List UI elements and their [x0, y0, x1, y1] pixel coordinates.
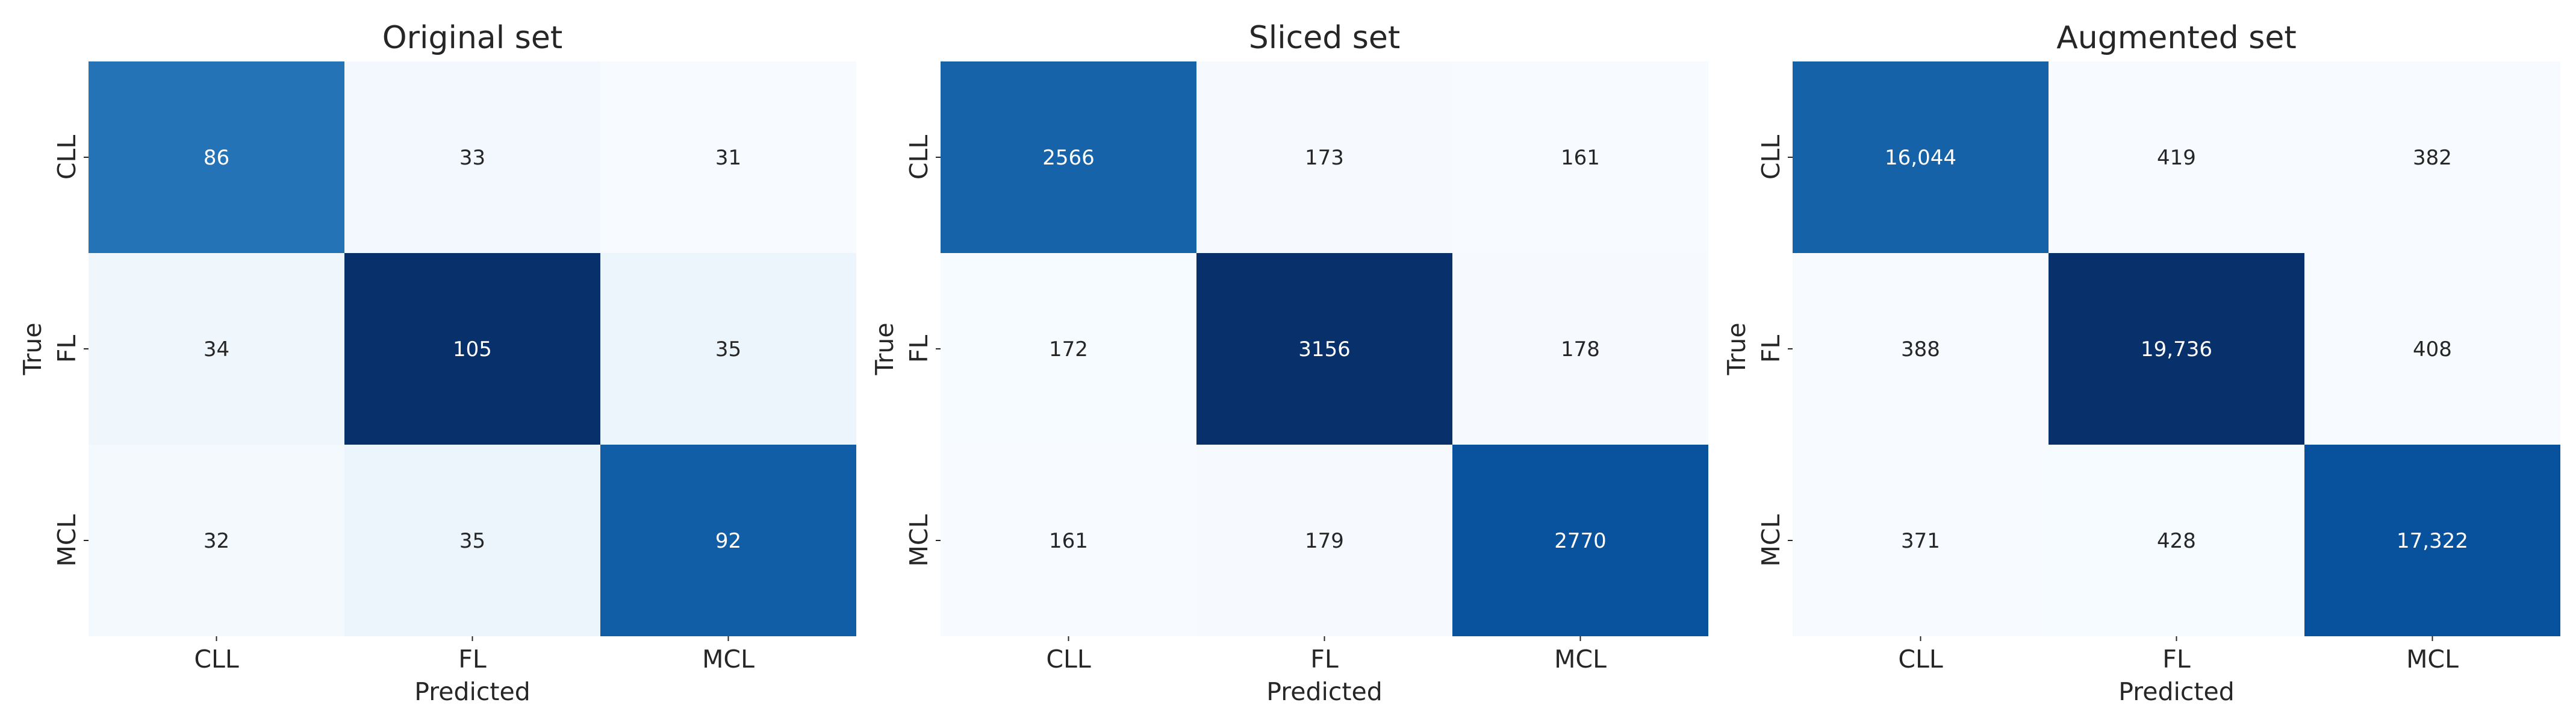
cell-value-label: 2770: [1554, 529, 1607, 553]
x-axis-label: Predicted: [414, 677, 530, 706]
y-tick-label: FL: [52, 335, 81, 363]
heatmap-cell: [2304, 445, 2560, 636]
cell-value-label: 419: [2157, 146, 2196, 170]
y-tick-label: MCL: [1756, 514, 1785, 566]
heatmap-cell: [1452, 253, 1708, 445]
cell-value-label: 31: [715, 146, 741, 170]
y-tick-label: CLL: [904, 135, 933, 180]
cell-value-label: 35: [715, 337, 741, 362]
y-tick-label: MCL: [52, 514, 81, 566]
cell-value-label: 408: [2413, 337, 2452, 362]
x-tick-label: MCL: [1554, 645, 1607, 674]
y-tick-label: FL: [1756, 335, 1785, 363]
x-tick-label: FL: [1310, 645, 1339, 674]
x-tick-label: FL: [2162, 645, 2191, 674]
cell-value-label: 33: [459, 146, 485, 170]
heatmap-cell: [1196, 445, 1452, 636]
x-axis-label: Predicted: [1266, 677, 1382, 706]
cell-value-label: 161: [1561, 146, 1600, 170]
cell-value-label: 17,322: [2397, 529, 2468, 553]
heatmap-cell: [1452, 61, 1708, 253]
cell-value-label: 92: [715, 529, 741, 553]
heatmap-cell: [941, 61, 1196, 253]
cell-value-label: 16,044: [1885, 146, 1956, 170]
x-tick-label: MCL: [702, 645, 754, 674]
cell-value-label: 35: [459, 529, 485, 553]
cell-value-label: 178: [1561, 337, 1600, 362]
cell-value-label: 32: [204, 529, 229, 553]
cell-value-label: 179: [1305, 529, 1344, 553]
heatmap-cell: [1196, 253, 1452, 445]
heatmap-cell: [600, 445, 856, 636]
heatmap-cell: [600, 61, 856, 253]
panel-title: Augmented set: [2056, 20, 2297, 56]
heatmap-cell: [2049, 253, 2304, 445]
heatmap-cell: [1793, 253, 2049, 445]
x-tick-label: CLL: [1898, 645, 1943, 674]
heatmap-panel-3: 16,044 419 382 388 19,736 408 371 428 17,322 Augm…: [1722, 20, 2560, 706]
heatmap-cell: [1793, 445, 2049, 636]
x-tick-label: MCL: [2406, 645, 2459, 674]
heatmap-cell: [2049, 445, 2304, 636]
cell-value-label: 161: [1049, 529, 1088, 553]
x-axis-label: Predicted: [2118, 677, 2234, 706]
heatmap-cell: [89, 253, 344, 445]
x-tick-label: FL: [458, 645, 487, 674]
cell-value-label: 105: [453, 337, 492, 362]
heatmap-panel-1: 86 33 31 34 105 35 32 35 92 Original set CLL FL MCL C…: [18, 20, 856, 706]
heatmap-cell: [600, 253, 856, 445]
cell-value-label: 19,736: [2141, 337, 2212, 362]
y-axis-label: True: [18, 322, 47, 375]
panel-title: Original set: [382, 20, 562, 56]
heatmap-cell: [941, 445, 1196, 636]
heatmap-cell: [941, 253, 1196, 445]
heatmap-cell: [2049, 61, 2304, 253]
cell-value-label: 173: [1305, 146, 1344, 170]
y-axis-label: True: [1722, 322, 1751, 375]
heatmap-cell: [344, 445, 600, 636]
heatmap-cell: [2304, 253, 2560, 445]
heatmap-cell: [344, 253, 600, 445]
heatmap-cell: [89, 445, 344, 636]
heatmap-cell: [1196, 61, 1452, 253]
heatmap-cell: [1452, 445, 1708, 636]
y-axis-label: True: [870, 322, 899, 375]
heatmap-cell: [89, 61, 344, 253]
heatmap-cell: [1793, 61, 2049, 253]
y-tick-label: MCL: [904, 514, 933, 566]
cell-value-label: 428: [2157, 529, 2196, 553]
panel-title: Sliced set: [1249, 20, 1401, 56]
heatmap-cell: [2304, 61, 2560, 253]
cell-value-label: 388: [1901, 337, 1940, 362]
heatmap-cell: [344, 61, 600, 253]
x-tick-label: CLL: [194, 645, 238, 674]
cell-value-label: 86: [204, 146, 229, 170]
y-tick-label: FL: [904, 335, 933, 363]
y-tick-label: CLL: [1756, 135, 1785, 180]
cell-value-label: 3156: [1298, 337, 1351, 362]
heatmap-panel-2: 2566 173 161 172 3156 178 161 179 2770 Sliced set…: [870, 20, 1708, 706]
cell-value-label: 382: [2413, 146, 2452, 170]
cell-value-label: 172: [1049, 337, 1088, 362]
y-tick-label: CLL: [52, 135, 81, 180]
x-tick-label: CLL: [1046, 645, 1090, 674]
cell-value-label: 34: [204, 337, 229, 362]
cell-value-label: 371: [1901, 529, 1940, 553]
cell-value-label: 2566: [1042, 146, 1095, 170]
